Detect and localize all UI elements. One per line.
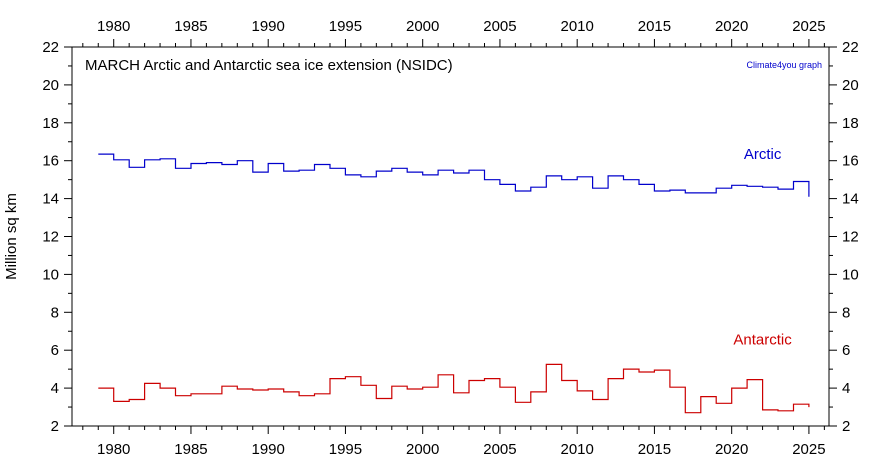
x-tick-label-bottom: 2005: [483, 441, 516, 458]
chart-title: MARCH Arctic and Antarctic sea ice exten…: [85, 57, 453, 74]
x-tick-label-top: 2010: [560, 18, 593, 35]
y-tick-label-right: 12: [842, 229, 859, 246]
y-tick-label-left: 18: [42, 115, 59, 132]
x-tick-label-bottom: 2000: [406, 441, 439, 458]
y-tick-label-right: 6: [842, 342, 850, 359]
plot-frame: [71, 46, 830, 427]
series-label-antarctic: Antarctic: [733, 332, 792, 349]
y-tick-label-right: 14: [842, 191, 859, 208]
series-line-antarctic: [98, 363, 810, 414]
y-tick-label-right: 4: [842, 380, 850, 397]
y-tick-label-left: 20: [42, 77, 59, 94]
x-axis-bottom: 1980 1985 1990 1995 2000 2005 2010 2015 2020 2025: [82, 426, 826, 458]
y-tick-label-right: 20: [842, 77, 859, 94]
series-layer: [98, 153, 810, 414]
y-axis-right: 2 4 6 8 10 12 14 16 18 20 22: [829, 39, 859, 435]
x-tick-label-bottom: 1980: [97, 441, 130, 458]
y-tick-label-left: 22: [42, 39, 59, 56]
x-tick-label-top: 2015: [638, 18, 671, 35]
y-tick-label-left: 6: [51, 342, 59, 359]
x-axis-top: 1980 1985 1990 1995 2000 2005 2010 2015 2020 2025: [82, 18, 826, 47]
y-tick-label-right: 22: [842, 39, 859, 56]
y-axis-label: Million sq km: [3, 193, 20, 280]
y-tick-label-left: 2: [51, 418, 59, 435]
x-tick-label-top: 1980: [97, 18, 130, 35]
x-tick-label-bottom: 1995: [329, 441, 362, 458]
y-tick-label-right: 18: [842, 115, 859, 132]
x-tick-label-bottom: 2015: [638, 441, 671, 458]
y-tick-label-right: 2: [842, 418, 850, 435]
x-tick-label-bottom: 1990: [252, 441, 285, 458]
y-tick-label-left: 10: [42, 266, 59, 283]
series-labels: Arctic Antarctic: [733, 146, 792, 349]
y-tick-label-left: 14: [42, 191, 59, 208]
x-tick-label-bottom: 1985: [174, 441, 207, 458]
x-tick-label-top: 1995: [329, 18, 362, 35]
x-tick-label-top: 2020: [715, 18, 748, 35]
x-tick-label-bottom: 2010: [560, 441, 593, 458]
series-label-arctic: Arctic: [744, 146, 782, 163]
y-tick-label-left: 4: [51, 380, 59, 397]
y-tick-label-left: 8: [51, 304, 59, 321]
y-tick-label-left: 16: [42, 153, 59, 170]
x-tick-label-top: 1985: [174, 18, 207, 35]
y-axis-left: 2 4 6 8 10 12 14 16 18 20 22: [42, 39, 72, 435]
series-line-arctic: [98, 153, 810, 197]
y-tick-label-right: 8: [842, 304, 850, 321]
y-tick-label-left: 12: [42, 229, 59, 246]
x-tick-label-top: 1990: [252, 18, 285, 35]
chart-credit: Climate4you graph: [746, 60, 822, 70]
x-tick-label-top: 2000: [406, 18, 439, 35]
x-tick-label-top: 2005: [483, 18, 516, 35]
y-tick-label-right: 10: [842, 266, 859, 283]
y-tick-label-right: 16: [842, 153, 859, 170]
x-tick-label-bottom: 2025: [792, 441, 825, 458]
x-tick-label-bottom: 2020: [715, 441, 748, 458]
x-tick-label-top: 2025: [792, 18, 825, 35]
